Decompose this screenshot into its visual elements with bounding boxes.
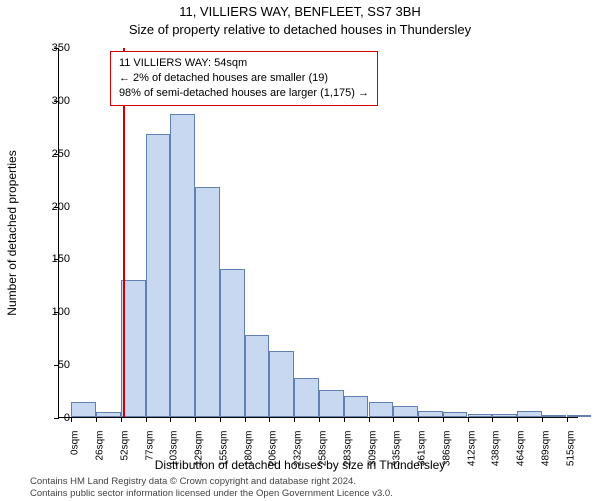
histogram-bar <box>245 335 270 417</box>
x-tick <box>220 417 221 422</box>
y-tick-label: 100 <box>30 306 70 318</box>
x-tick-label: 77sqm <box>144 431 155 461</box>
info-box-line: 98% of semi-detached houses are larger (… <box>119 86 369 101</box>
histogram-bar <box>517 411 542 417</box>
x-tick <box>71 417 72 422</box>
x-tick <box>418 417 419 422</box>
x-tick <box>245 417 246 422</box>
y-axis-label: Number of detached properties <box>5 150 19 315</box>
x-tick-label: 0sqm <box>70 431 81 455</box>
info-box-line: 11 VILLIERS WAY: 54sqm <box>119 56 369 71</box>
x-tick <box>170 417 171 422</box>
y-tick-label: 350 <box>30 42 70 54</box>
x-tick <box>96 417 97 422</box>
y-tick-label: 0 <box>30 412 70 424</box>
x-tick <box>567 417 568 422</box>
x-tick-label: 52sqm <box>120 431 131 461</box>
info-box-line: ← 2% of detached houses are smaller (19) <box>119 71 369 86</box>
histogram-bar <box>195 187 220 417</box>
histogram-bar <box>269 351 294 417</box>
histogram-bar <box>468 414 493 417</box>
histogram-plot: 0sqm26sqm52sqm77sqm103sqm129sqm155sqm180… <box>58 48 578 418</box>
x-tick <box>121 417 122 422</box>
histogram-bar <box>369 402 394 417</box>
histogram-bar <box>146 134 171 417</box>
page-title-1: 11, VILLIERS WAY, BENFLEET, SS7 3BH <box>0 4 600 19</box>
x-tick <box>269 417 270 422</box>
histogram-bar <box>71 402 96 417</box>
histogram-bar <box>542 415 567 417</box>
x-tick <box>195 417 196 422</box>
x-tick <box>294 417 295 422</box>
y-tick-label: 50 <box>30 359 70 371</box>
x-tick <box>492 417 493 422</box>
x-tick <box>443 417 444 422</box>
x-tick <box>393 417 394 422</box>
histogram-bar <box>344 396 369 417</box>
x-axis-label: Distribution of detached houses by size … <box>0 458 600 472</box>
footer-line-1: Contains HM Land Registry data © Crown c… <box>30 476 393 488</box>
y-tick-label: 250 <box>30 148 70 160</box>
histogram-bar <box>96 412 121 417</box>
x-tick-label: 26sqm <box>95 431 106 461</box>
x-tick <box>344 417 345 422</box>
x-tick <box>542 417 543 422</box>
x-tick <box>517 417 518 422</box>
histogram-bar <box>170 114 195 417</box>
histogram-bar <box>443 412 468 417</box>
histogram-bar <box>418 411 443 417</box>
y-tick-label: 200 <box>30 201 70 213</box>
x-tick <box>369 417 370 422</box>
x-tick <box>319 417 320 422</box>
histogram-bar <box>294 378 319 417</box>
x-tick <box>146 417 147 422</box>
histogram-bar <box>319 390 344 417</box>
footer-line-2: Contains public sector information licen… <box>30 488 393 500</box>
info-box: 11 VILLIERS WAY: 54sqm← 2% of detached h… <box>110 51 378 106</box>
page-title-2: Size of property relative to detached ho… <box>0 22 600 37</box>
y-tick-label: 150 <box>30 253 70 265</box>
footer-attribution: Contains HM Land Registry data © Crown c… <box>30 476 393 501</box>
x-tick <box>468 417 469 422</box>
histogram-bar <box>220 269 245 417</box>
histogram-bar <box>393 406 418 417</box>
y-tick-label: 300 <box>30 95 70 107</box>
histogram-bar <box>492 414 517 417</box>
histogram-bar <box>567 415 592 417</box>
